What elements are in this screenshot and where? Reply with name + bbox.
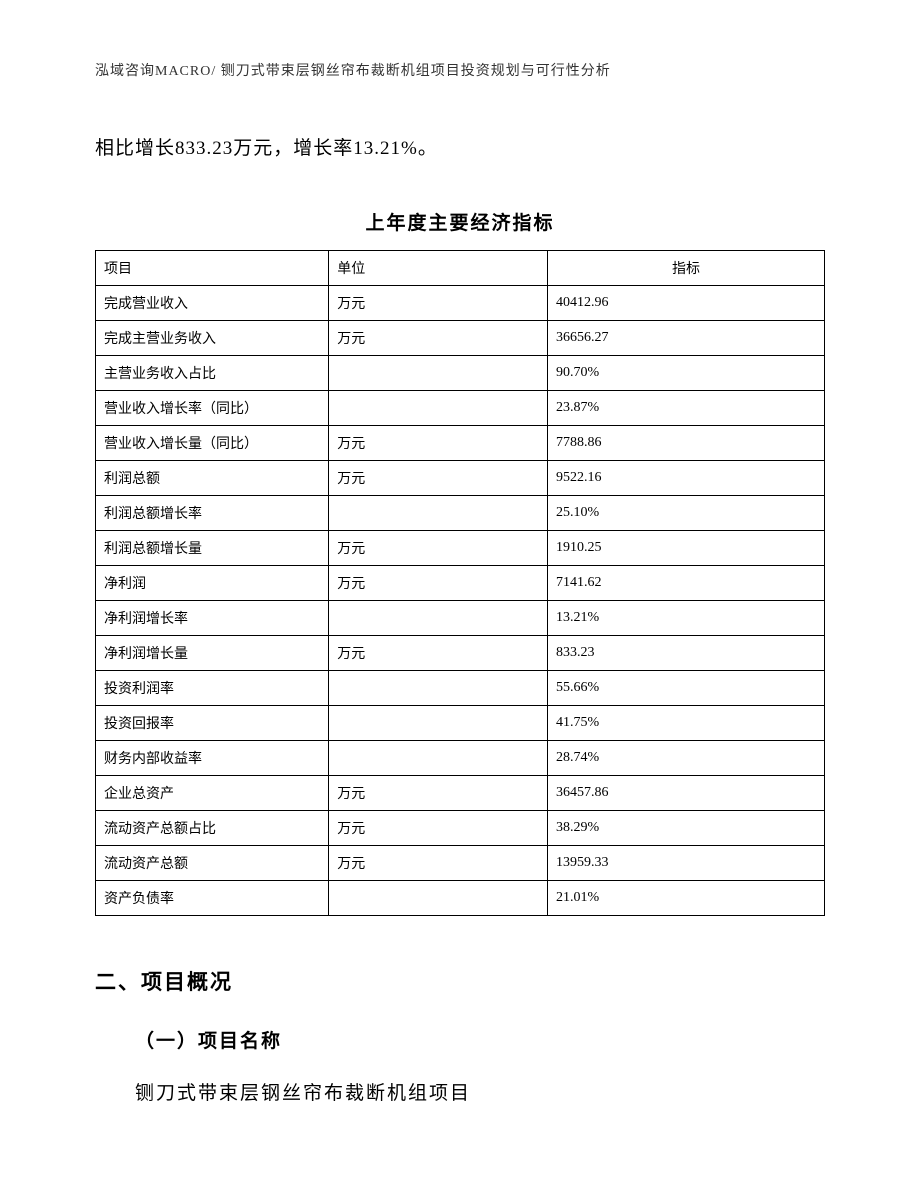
cell-name: 主营业务收入占比 [96,356,329,391]
cell-unit: 万元 [329,461,548,496]
cell-name: 利润总额增长量 [96,531,329,566]
cell-name: 资产负债率 [96,881,329,916]
cell-name: 企业总资产 [96,776,329,811]
cell-name: 净利润 [96,566,329,601]
cell-value: 13959.33 [547,846,824,881]
cell-name: 完成主营业务收入 [96,321,329,356]
col-header-value: 指标 [547,251,824,286]
cell-unit: 万元 [329,531,548,566]
cell-name: 流动资产总额 [96,846,329,881]
cell-unit [329,601,548,636]
cell-value: 833.23 [547,636,824,671]
cell-unit [329,706,548,741]
cell-value: 55.66% [547,671,824,706]
cell-name: 净利润增长量 [96,636,329,671]
economic-indicators-table: 项目 单位 指标 完成营业收入 万元 40412.96 完成主营业务收入 万元 … [95,250,825,916]
table-row: 净利润增长率 13.21% [96,601,825,636]
cell-unit: 万元 [329,776,548,811]
sub-heading-2-1: （一）项目名称 [95,1026,825,1053]
cell-name: 投资利润率 [96,671,329,706]
cell-unit: 万元 [329,426,548,461]
table-row: 利润总额增长量 万元 1910.25 [96,531,825,566]
cell-unit [329,671,548,706]
cell-value: 41.75% [547,706,824,741]
table-title: 上年度主要经济指标 [95,208,825,235]
cell-unit [329,496,548,531]
cell-value: 36457.86 [547,776,824,811]
cell-name: 流动资产总额占比 [96,811,329,846]
section-heading-2: 二、项目概况 [95,966,825,996]
table-row: 完成营业收入 万元 40412.96 [96,286,825,321]
project-name-text: 铡刀式带束层钢丝帘布裁断机组项目 [95,1078,825,1105]
cell-unit: 万元 [329,811,548,846]
table-row: 利润总额增长率 25.10% [96,496,825,531]
table-row: 流动资产总额 万元 13959.33 [96,846,825,881]
cell-value: 7788.86 [547,426,824,461]
table-row: 投资利润率 55.66% [96,671,825,706]
cell-name: 利润总额增长率 [96,496,329,531]
cell-name: 利润总额 [96,461,329,496]
cell-name: 营业收入增长率（同比） [96,391,329,426]
cell-value: 38.29% [547,811,824,846]
cell-unit: 万元 [329,286,548,321]
cell-value: 36656.27 [547,321,824,356]
cell-unit [329,741,548,776]
cell-unit: 万元 [329,636,548,671]
cell-value: 28.74% [547,741,824,776]
table-row: 流动资产总额占比 万元 38.29% [96,811,825,846]
cell-value: 7141.62 [547,566,824,601]
cell-unit [329,356,548,391]
cell-unit: 万元 [329,321,548,356]
table-row: 企业总资产 万元 36457.86 [96,776,825,811]
cell-value: 90.70% [547,356,824,391]
table-row: 主营业务收入占比 90.70% [96,356,825,391]
table-row: 营业收入增长量（同比） 万元 7788.86 [96,426,825,461]
cell-value: 23.87% [547,391,824,426]
cell-unit: 万元 [329,846,548,881]
cell-value: 1910.25 [547,531,824,566]
table-row: 净利润增长量 万元 833.23 [96,636,825,671]
cell-unit [329,391,548,426]
page-container: 泓域咨询MACRO/ 铡刀式带束层钢丝帘布裁断机组项目投资规划与可行性分析 相比… [0,0,920,1165]
cell-unit: 万元 [329,566,548,601]
cell-name: 完成营业收入 [96,286,329,321]
table-row: 营业收入增长率（同比） 23.87% [96,391,825,426]
cell-name: 净利润增长率 [96,601,329,636]
cell-name: 营业收入增长量（同比） [96,426,329,461]
table-row: 财务内部收益率 28.74% [96,741,825,776]
page-header: 泓域咨询MACRO/ 铡刀式带束层钢丝帘布裁断机组项目投资规划与可行性分析 [95,60,825,80]
table-row: 投资回报率 41.75% [96,706,825,741]
cell-value: 9522.16 [547,461,824,496]
col-header-unit: 单位 [329,251,548,286]
intro-paragraph: 相比增长833.23万元，增长率13.21%。 [95,130,825,168]
cell-value: 25.10% [547,496,824,531]
cell-value: 13.21% [547,601,824,636]
table-row: 资产负债率 21.01% [96,881,825,916]
col-header-item: 项目 [96,251,329,286]
cell-value: 21.01% [547,881,824,916]
cell-value: 40412.96 [547,286,824,321]
cell-name: 财务内部收益率 [96,741,329,776]
table-row: 利润总额 万元 9522.16 [96,461,825,496]
cell-name: 投资回报率 [96,706,329,741]
table-row: 完成主营业务收入 万元 36656.27 [96,321,825,356]
table-header-row: 项目 单位 指标 [96,251,825,286]
table-row: 净利润 万元 7141.62 [96,566,825,601]
cell-unit [329,881,548,916]
